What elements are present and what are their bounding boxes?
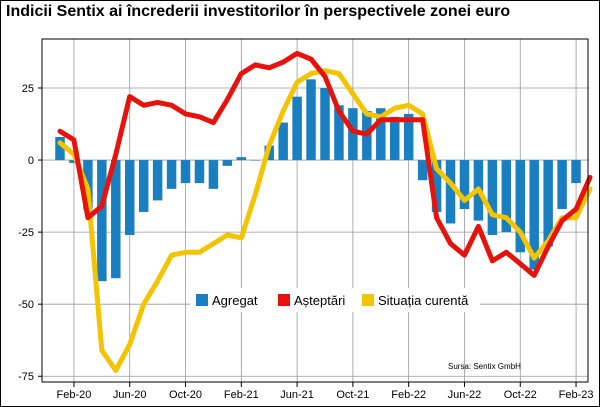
agregat-bar (376, 108, 386, 161)
y-tick-label: -50 (18, 299, 34, 311)
agregat-bar (529, 160, 539, 270)
y-tick-label: -75 (18, 371, 34, 383)
agregat-bar (152, 160, 163, 201)
agregat-bar (138, 160, 149, 212)
x-tick-label: Oct-21 (336, 389, 369, 401)
agregat-bar (97, 160, 107, 282)
legend: Agregat Așteptări Situația curentă (190, 288, 480, 312)
y-axis-ticks: 25 0 -25 -50 -75 (18, 83, 42, 383)
legend-background (190, 288, 480, 312)
agregat-bar (111, 160, 121, 279)
series-lines (57, 50, 593, 373)
agregat-bar (55, 137, 65, 161)
agregat-bar (501, 160, 512, 233)
y-tick-label: 0 (28, 155, 34, 167)
agregat-bar (222, 160, 233, 166)
agregat-bar (445, 160, 456, 224)
agregat-bar (334, 105, 344, 161)
agregat-bar (431, 160, 442, 212)
agregat-bar (69, 160, 79, 163)
x-tick-label: Feb-21 (224, 389, 259, 401)
agregat-bar (166, 160, 177, 189)
y-tick-label: -25 (18, 227, 34, 239)
x-tick-label: Feb-23 (559, 389, 594, 401)
agregat-bar (236, 157, 247, 161)
agregat-bar (292, 96, 302, 161)
situatia-curenta-legend-swatch (362, 294, 374, 306)
asteptari-legend-swatch (278, 294, 290, 306)
legend-label: Situația curentă (378, 293, 469, 308)
agregat-bar (557, 160, 567, 210)
x-tick-label: Oct-20 (169, 389, 202, 401)
agregat-bar (278, 122, 288, 161)
agregat-bar (417, 160, 428, 181)
plot-area-border (41, 38, 589, 383)
agregat-bar (180, 160, 191, 184)
x-tick-label: Feb-22 (391, 389, 426, 401)
source-label: Sursa: Sentix GmbH (448, 362, 521, 371)
agregat-bar (124, 160, 135, 235)
x-axis-ticks: Feb-20 Jun-20 Oct-20 Feb-21 Jun-21 Oct-21 Feb-… (57, 382, 594, 401)
agregat-bar (459, 160, 470, 210)
legend-label: Agregat (212, 293, 258, 308)
agregat-bar (515, 160, 526, 253)
x-tick-label: Jun-20 (113, 389, 147, 401)
chart-title: Indicii Sentix ai încrederii investitori… (6, 3, 511, 20)
agregat-bar (194, 160, 205, 184)
y-tick-label: 25 (22, 83, 34, 95)
x-tick-label: Oct-22 (504, 389, 537, 401)
agregat-bar (389, 116, 400, 161)
agregat-bar (208, 160, 219, 189)
asteptari-line (57, 50, 593, 278)
agregat-bar (543, 160, 553, 247)
x-tick-label: Feb-20 (57, 389, 92, 401)
situatia-curenta-line (57, 68, 593, 373)
agregat-bar (571, 160, 581, 184)
agregat-bar (403, 113, 414, 161)
x-tick-label: Jun-21 (280, 389, 314, 401)
agregat-bar (306, 79, 316, 161)
agregat-bar (348, 108, 358, 161)
agregat-bar (250, 160, 261, 161)
agregat-bar (320, 88, 330, 161)
agregat-bars (55, 79, 581, 282)
agregat-legend-swatch (196, 294, 208, 306)
legend-label: Așteptări (294, 293, 345, 308)
agregat-bar (487, 160, 498, 235)
x-tick-label: Jun-22 (448, 389, 482, 401)
